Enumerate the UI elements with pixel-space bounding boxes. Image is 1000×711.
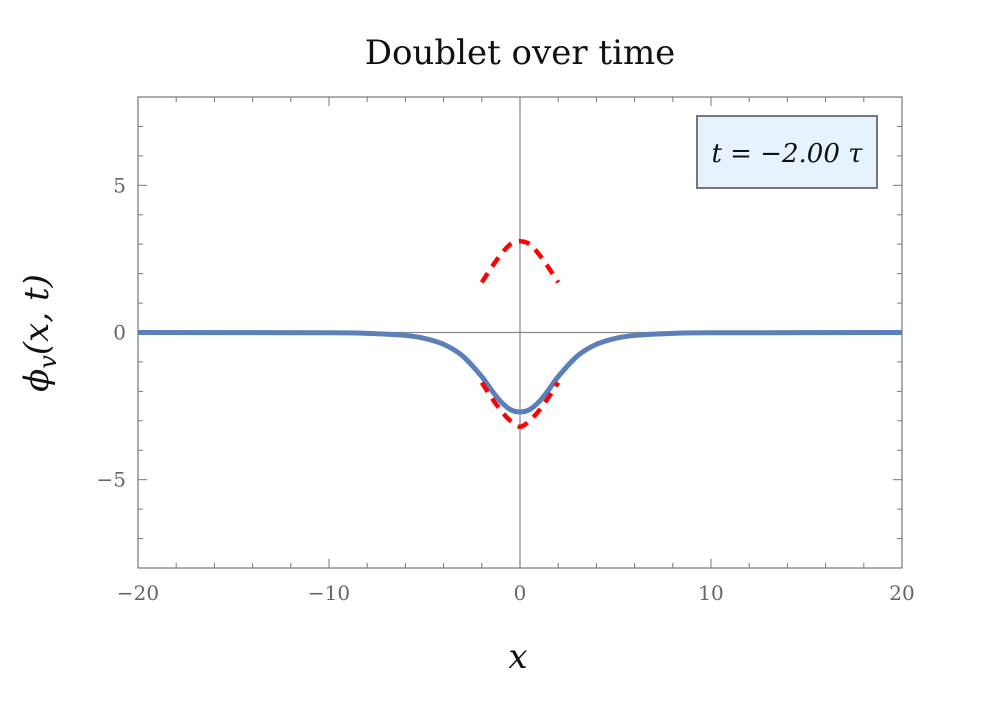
chart-title: Doublet over time: [365, 33, 676, 73]
dashed-series-line-2: [479, 381, 561, 429]
y-tick-label: 5: [113, 173, 126, 197]
x-tick-label: −10: [308, 581, 350, 605]
x-tick-label: 20: [889, 581, 914, 605]
annotation-text: t = −2.00 τ: [711, 139, 863, 169]
x-tick-label: −20: [117, 581, 159, 605]
x-tick-label: 10: [698, 581, 723, 605]
annotation-background: [696, 115, 878, 189]
dashed-series-line-1: [479, 238, 561, 284]
y-tick-label: −5: [97, 468, 126, 492]
y-tick-label: 0: [113, 321, 126, 345]
tick-labels: −20 −10 0 10 20 −5 0 5: [97, 173, 915, 605]
series-group: [137, 238, 903, 429]
x-axis-label: x: [508, 637, 527, 677]
annotation-box: t = −2.00 τ: [696, 115, 878, 189]
x-tick-label: 0: [514, 581, 527, 605]
y-axis-label: ϕv(x, t): [17, 274, 62, 392]
solid-series-line: [137, 330, 903, 415]
axis-ticks: [137, 96, 903, 569]
